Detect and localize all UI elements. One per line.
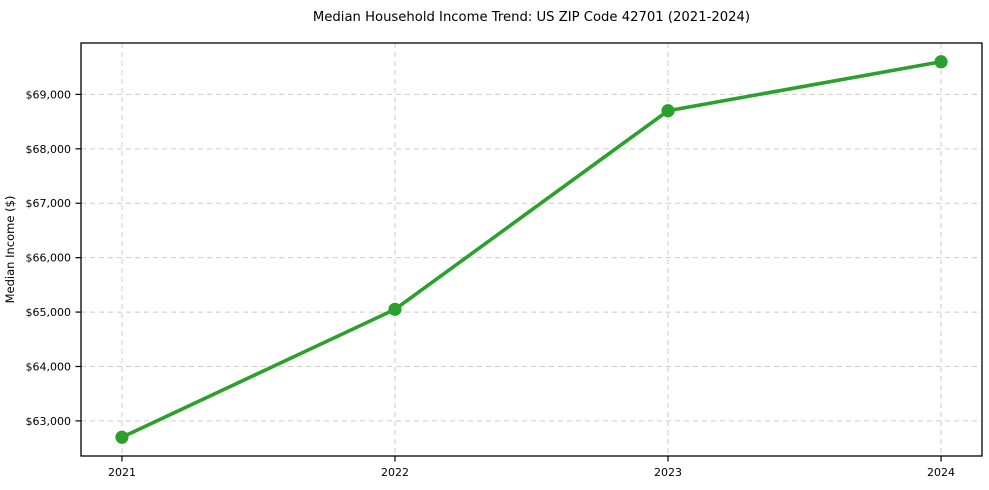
axis-layer: $63,000 $64,000 $65,000 $66,000 $67,000 $68,0… — [26, 42, 983, 479]
trend-line — [120, 59, 943, 440]
y-tick-label: $68,000 — [26, 143, 72, 156]
series-layer — [115, 55, 948, 444]
x-tick-label: 2021 — [108, 466, 136, 479]
data-point-2024 — [934, 55, 948, 69]
plot-frame — [80, 42, 983, 457]
chart-title: Median Household Income Trend: US ZIP Co… — [313, 10, 750, 25]
y-tick-label: $64,000 — [26, 360, 72, 373]
grid-layer — [81, 43, 982, 456]
y-tick-label: $67,000 — [26, 197, 72, 210]
data-point-2022 — [388, 302, 402, 316]
y-tick-label: $65,000 — [26, 306, 72, 319]
data-point-2023 — [661, 104, 675, 118]
y-axis-label: Median Income ($) — [3, 196, 17, 304]
data-point-2021 — [115, 430, 129, 444]
x-tick-label: 2022 — [381, 466, 409, 479]
y-tick-label: $63,000 — [26, 415, 72, 428]
x-tick-label: 2023 — [654, 466, 682, 479]
y-tick-label: $69,000 — [26, 88, 72, 101]
x-tick-label: 2024 — [927, 466, 955, 479]
y-tick-label: $66,000 — [26, 252, 72, 265]
